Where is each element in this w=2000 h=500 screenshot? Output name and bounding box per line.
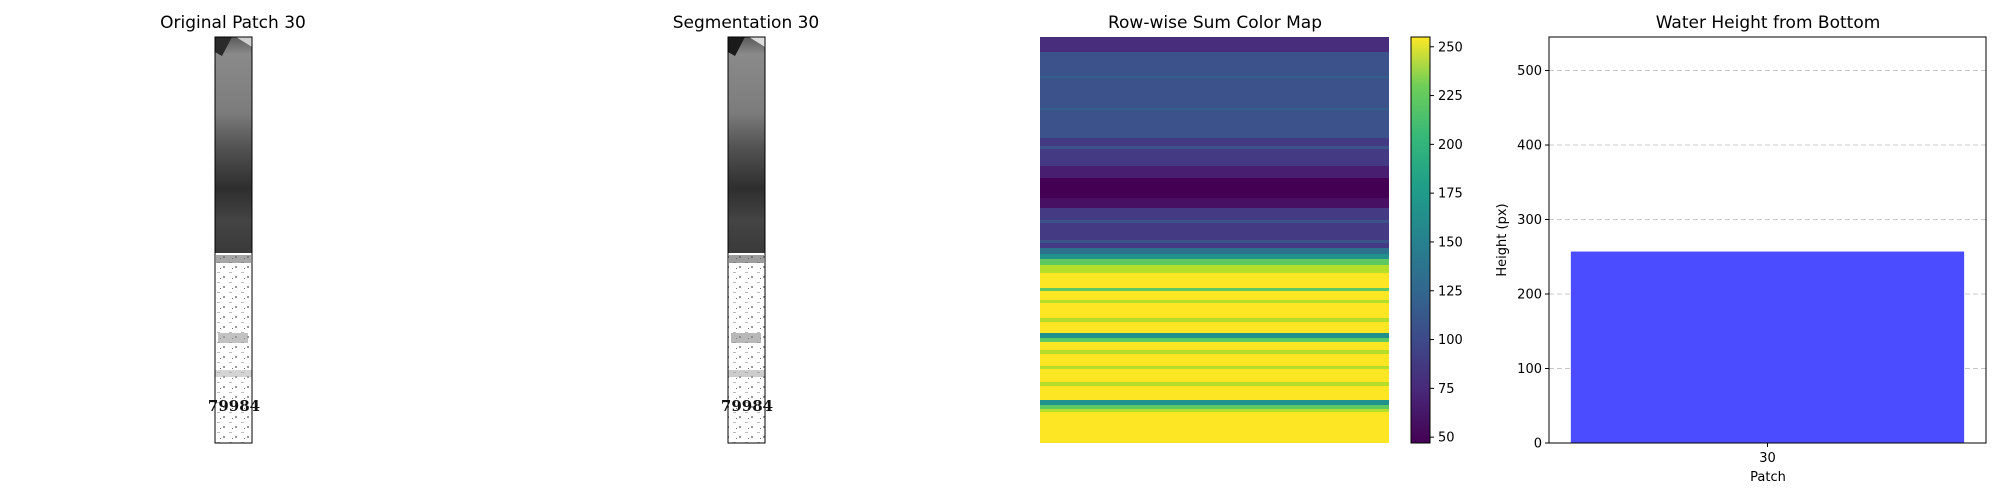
y-tick-label: 200 (1517, 288, 1542, 303)
segmentation-label: 79984 (721, 397, 773, 415)
colorbar-tick-label: 100 (1438, 333, 1463, 348)
y-tick-label: 300 (1517, 213, 1542, 228)
bar-chart-panel: Water Height from Bottom 0 100 200 300 400 50… (1495, 13, 1987, 485)
colorbar-tick-label: 50 (1438, 431, 1455, 446)
colorbar: 250 225 200 175 150 125 100 75 50 (1410, 36, 1463, 446)
colorbar-tick-label: 250 (1438, 40, 1463, 55)
x-tick-label: 30 (1759, 451, 1776, 466)
segmentation-image (727, 36, 766, 444)
bar-chart-bars (1570, 251, 1965, 443)
y-tick-label: 100 (1517, 362, 1542, 377)
bar-chart-ylabel: Height (px) (1495, 203, 1510, 276)
colorbar-tick-label: 125 (1438, 284, 1463, 299)
colormap-image (1040, 37, 1389, 443)
y-tick-label: 400 (1517, 139, 1542, 154)
colorbar-tick-label: 175 (1438, 187, 1463, 202)
bar-chart-xlabel: Patch (1750, 470, 1786, 485)
colorbar-tick-label: 75 (1438, 382, 1455, 397)
colormap-panel: Row-wise Sum Color Map (1040, 13, 1463, 446)
segmentation-title: Segmentation 30 (673, 13, 820, 33)
colormap-title: Row-wise Sum Color Map (1108, 13, 1322, 33)
bar-30 (1570, 251, 1965, 443)
y-tick-label: 500 (1517, 64, 1542, 79)
original-patch-panel: Original Patch 30 79984 (160, 13, 306, 444)
original-patch-label: 79984 (208, 397, 260, 415)
colorbar-tick-label: 200 (1438, 138, 1463, 153)
original-patch-image (214, 36, 253, 444)
colorbar-tick-label: 225 (1438, 89, 1463, 104)
bar-chart-title: Water Height from Bottom (1656, 13, 1881, 33)
colorbar-ticks: 250 225 200 175 150 125 100 75 50 (1430, 40, 1463, 446)
segmentation-panel: Segmentation 30 79984 (673, 13, 820, 444)
bar-chart-yticks: 0 100 200 300 400 500 (1517, 64, 1549, 452)
y-tick-label: 0 (1534, 437, 1542, 452)
bar-chart-xticks: 30 (1759, 443, 1776, 466)
colorbar-tick-label: 150 (1438, 235, 1463, 250)
original-patch-title: Original Patch 30 (160, 13, 306, 33)
